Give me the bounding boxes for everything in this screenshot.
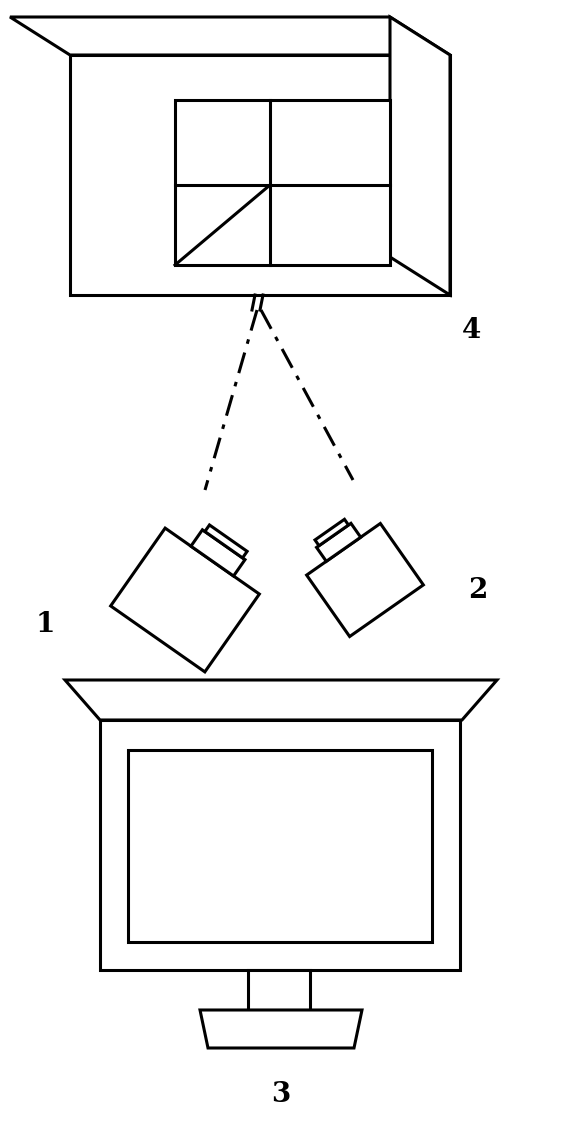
Polygon shape [205,525,247,558]
Polygon shape [307,524,423,636]
Polygon shape [191,529,245,576]
Polygon shape [248,970,310,1010]
Text: 2: 2 [468,576,487,604]
Polygon shape [111,528,259,672]
Polygon shape [10,17,450,55]
Polygon shape [128,749,432,942]
Text: 3: 3 [271,1082,291,1108]
Polygon shape [316,524,361,562]
Text: 4: 4 [462,316,481,344]
Polygon shape [315,519,348,545]
Polygon shape [100,720,460,970]
Polygon shape [175,100,390,265]
Polygon shape [70,55,450,295]
Text: 1: 1 [35,612,55,638]
Polygon shape [200,1010,362,1047]
Polygon shape [65,680,497,720]
Polygon shape [390,17,450,295]
